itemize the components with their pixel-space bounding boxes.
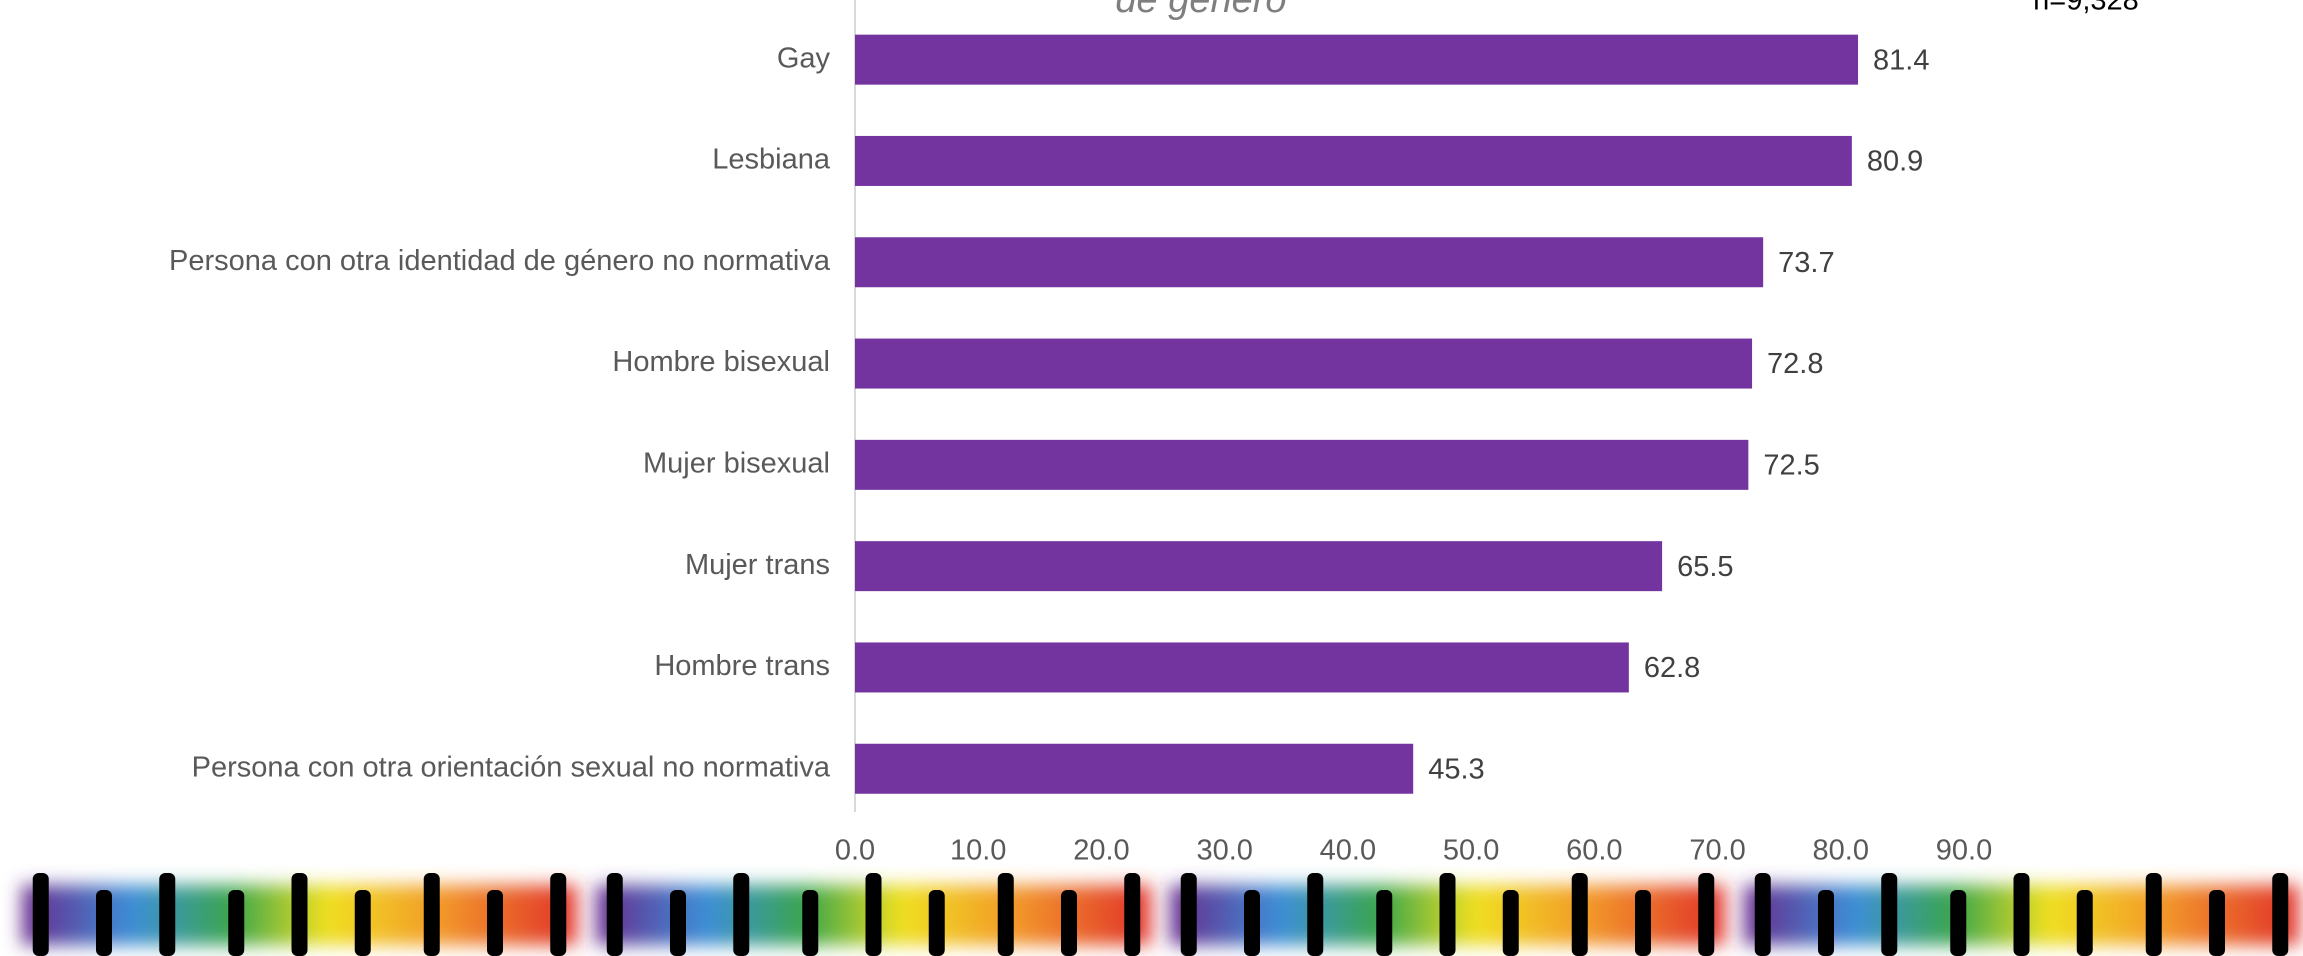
bar — [855, 338, 1753, 389]
stripe — [354, 890, 371, 956]
value-label: 72.5 — [1763, 450, 1819, 482]
bar — [855, 237, 1764, 288]
stripe — [1180, 873, 1197, 956]
bar — [855, 135, 1852, 186]
stripe — [1244, 890, 1260, 956]
stripe — [1635, 890, 1651, 956]
x-tick-label: 30.0 — [1196, 835, 1252, 867]
chart-title: de género — [1115, 0, 1286, 21]
x-tick-label: 70.0 — [1689, 835, 1745, 867]
stripe — [733, 873, 750, 956]
bar — [855, 743, 1414, 794]
y-tick-label: Mujer bisexual — [643, 448, 830, 480]
stripe — [1307, 873, 1324, 956]
stripe — [550, 873, 567, 956]
stripe — [487, 890, 503, 956]
rainbow-strip — [22, 873, 2299, 956]
stripe — [802, 890, 819, 956]
x-tick-label: 10.0 — [950, 835, 1006, 867]
stripe — [1571, 873, 1588, 956]
y-tick-label: Lesbiana — [712, 144, 831, 176]
stripe — [928, 890, 945, 956]
value-label: 81.4 — [1873, 44, 1929, 76]
value-label: 65.5 — [1677, 551, 1733, 583]
stripe — [865, 873, 882, 956]
x-tick-label: 80.0 — [1813, 835, 1869, 867]
x-tick-label: 50.0 — [1443, 835, 1499, 867]
stripe — [2145, 873, 2162, 956]
bar — [855, 541, 1663, 592]
value-label: 62.8 — [1644, 652, 1700, 684]
stripe — [1950, 890, 1967, 956]
stripe — [997, 873, 1014, 956]
x-tick-label: 0.0 — [835, 835, 875, 867]
stripe — [670, 890, 686, 956]
y-tick-label: Mujer trans — [685, 549, 830, 581]
stripe — [159, 873, 176, 956]
stripe — [1698, 873, 1715, 956]
bar — [855, 439, 1749, 490]
stripe — [1061, 890, 1077, 956]
stripe — [1881, 873, 1898, 956]
y-tick-label: Persona con otra orientación sexual no n… — [192, 751, 831, 783]
y-tick-label: Hombre trans — [654, 650, 830, 682]
value-label: 72.8 — [1767, 348, 1823, 380]
x-tick-label: 60.0 — [1566, 835, 1622, 867]
y-tick-label: Hombre bisexual — [612, 346, 830, 378]
y-tick-label: Persona con otra identidad de género no … — [169, 245, 831, 277]
stripe — [1376, 890, 1393, 956]
stripe — [2013, 873, 2030, 956]
value-label: 80.9 — [1867, 146, 1923, 178]
stripe — [423, 873, 440, 956]
stripe — [228, 890, 245, 956]
stripe — [1124, 873, 1141, 956]
stripe — [32, 873, 49, 956]
sample-size: n=9,328 — [2033, 0, 2139, 17]
stripe — [2272, 873, 2289, 956]
stripe — [2076, 890, 2093, 956]
stripe — [96, 890, 112, 956]
stripe — [1818, 890, 1834, 956]
stripe — [1439, 873, 1456, 956]
value-label: 45.3 — [1428, 753, 1484, 785]
y-tick-label: Gay — [777, 42, 831, 74]
x-tick-label: 90.0 — [1936, 835, 1992, 867]
stripe — [291, 873, 308, 956]
bar — [855, 642, 1629, 693]
stripe — [1502, 890, 1519, 956]
x-tick-label: 20.0 — [1073, 835, 1129, 867]
bar — [855, 34, 1859, 85]
value-label: 73.7 — [1778, 247, 1834, 279]
x-tick-label: 40.0 — [1320, 835, 1376, 867]
stripe — [2209, 890, 2225, 956]
stripe — [1754, 873, 1771, 956]
stripe — [606, 873, 623, 956]
